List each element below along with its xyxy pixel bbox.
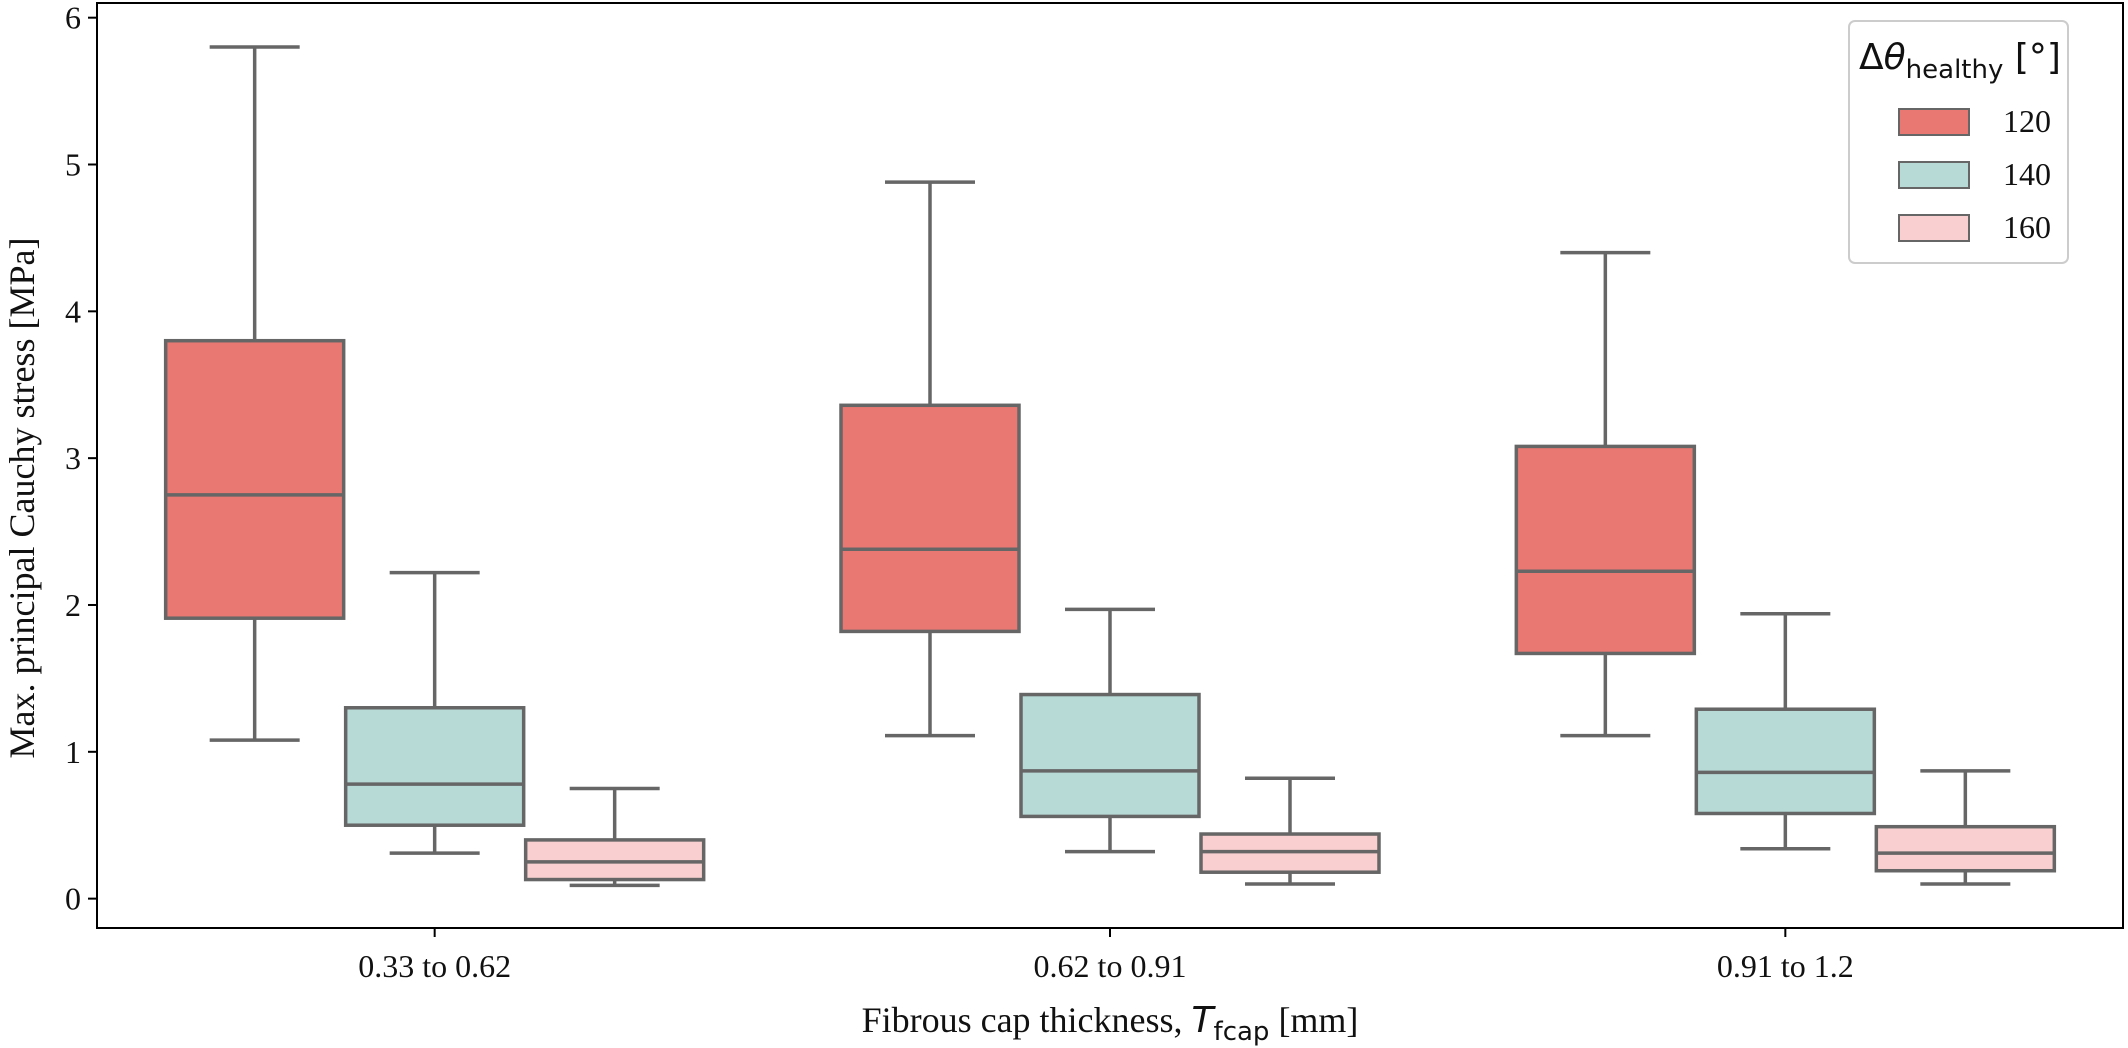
box (1694, 707, 1877, 816)
y-tick-label: 4 (65, 293, 81, 329)
series-120 (163, 45, 1697, 742)
legend-frame (1848, 20, 2069, 264)
box (523, 838, 706, 882)
legend-swatch (1898, 214, 1970, 242)
y-tick-label: 3 (65, 440, 81, 476)
plot-area (163, 45, 2057, 888)
y-tick-label: 6 (65, 0, 81, 36)
axes: 0 1 2 3 4 5 6 0.33 to 0.62 0.62 to 0.91 0.91 to 1… (65, 0, 2124, 984)
box (839, 403, 1021, 634)
legend-label: 120 (2003, 103, 2051, 139)
box (1019, 692, 1201, 819)
legend-items: 120 140 160 (1898, 103, 2051, 245)
legend-title: Δθhealthy [°] (1859, 37, 2061, 85)
y-tick-label: 0 (65, 881, 81, 917)
series-160 (523, 769, 2057, 888)
x-axis-label: Fibrous cap thickness, Tfcap [mm] (862, 1000, 1359, 1047)
box (1874, 824, 2057, 873)
series-140 (343, 570, 1877, 855)
box (163, 338, 346, 620)
legend: Δθhealthy [°] 120 140 160 (1848, 20, 2069, 264)
y-tick-label: 5 (65, 147, 81, 183)
y-tick-label: 2 (65, 587, 81, 623)
legend-label: 140 (2003, 156, 2051, 192)
legend-swatch (1898, 161, 1970, 189)
legend-swatch (1898, 108, 1970, 136)
legend-label: 160 (2003, 209, 2051, 245)
box (343, 706, 526, 827)
box (1514, 444, 1697, 656)
x-tick-label: 0.62 to 0.91 (1034, 948, 1187, 984)
y-tick-label: 1 (65, 734, 81, 770)
x-tick-label: 0.33 to 0.62 (358, 948, 511, 984)
x-tick-label: 0.91 to 1.2 (1717, 948, 1854, 984)
y-axis-label: Max. principal Cauchy stress [MPa] (2, 238, 42, 759)
